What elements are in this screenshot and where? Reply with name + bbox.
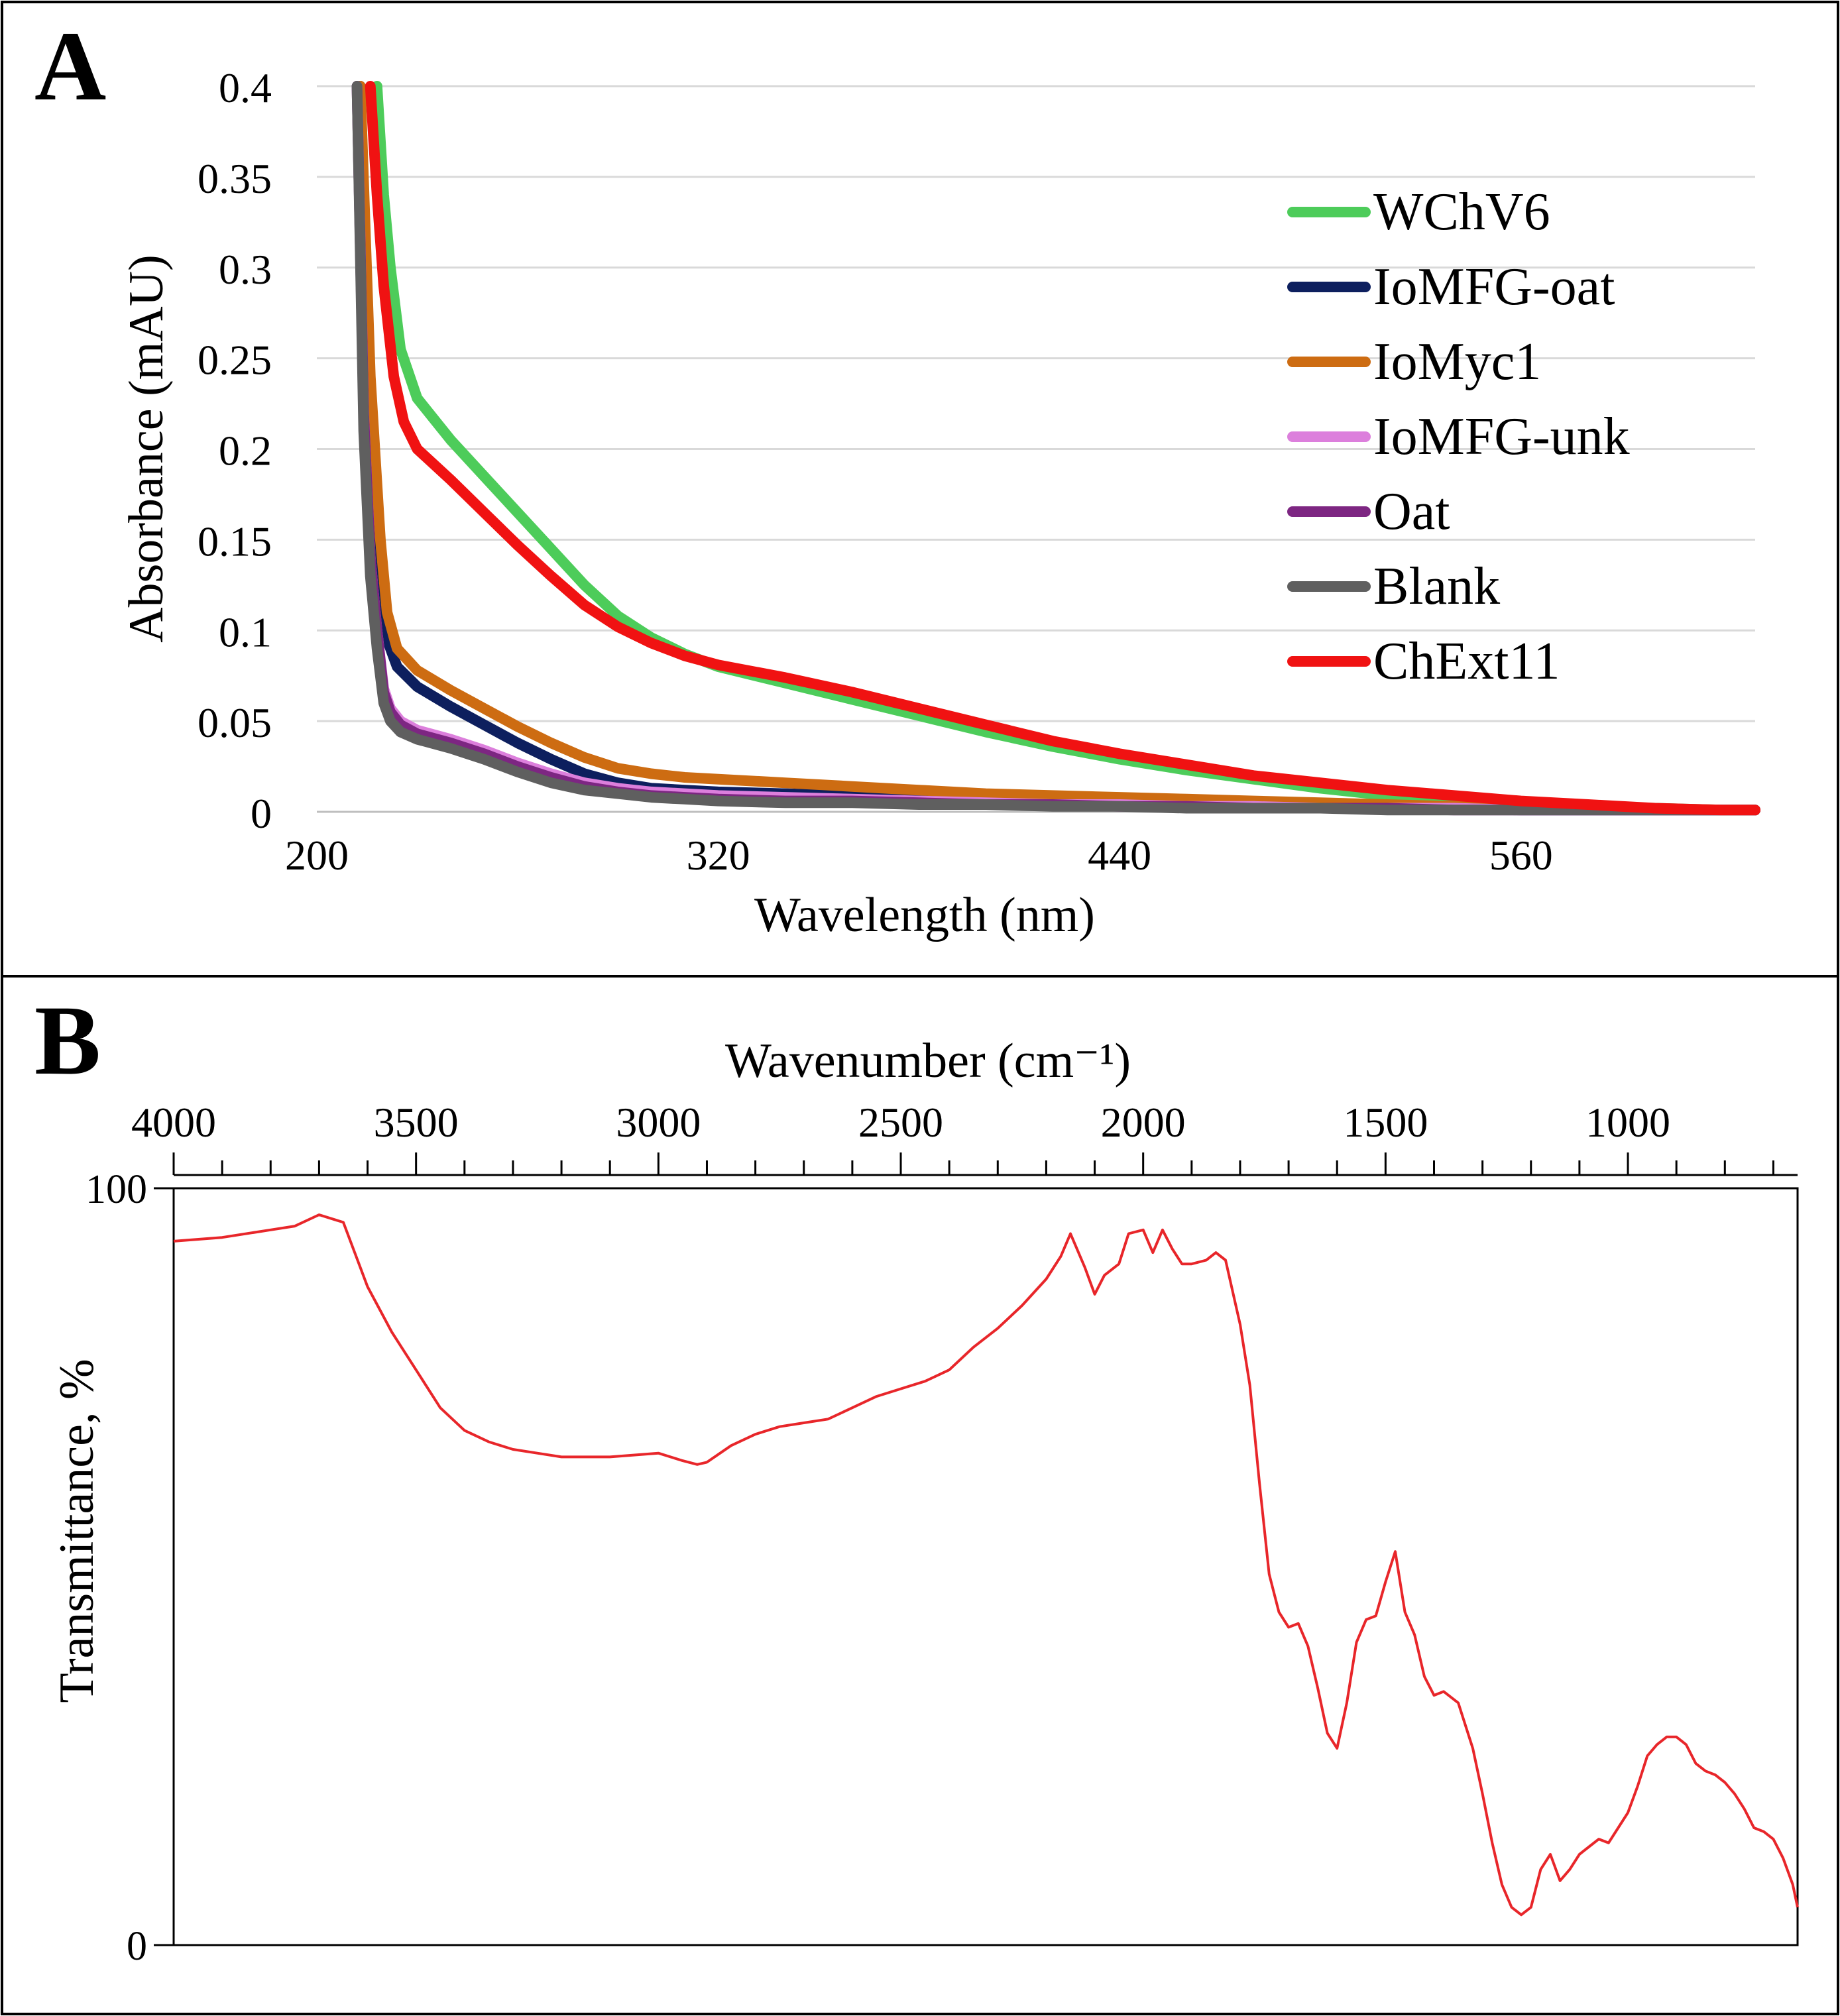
a-series-chext11: [365, 81, 1760, 816]
a-x-tick-label: 560: [1489, 832, 1553, 879]
a-y-tick-label: 0.35: [198, 155, 272, 202]
a-y-tick-label: 0.2: [219, 427, 272, 475]
a-gridlines: [317, 85, 1755, 722]
b-x-axis-label: Wavenumber (cm⁻¹): [725, 1034, 1131, 1088]
a-y-tick-label: 0.4: [219, 64, 272, 111]
a-x-tick-labels: 200 320 440 560: [285, 832, 1553, 879]
b-x-tick-label: 1500: [1343, 1099, 1428, 1146]
b-series-lines: [173, 1213, 1799, 1917]
absorbance-chart: A 0 0.05 0.1 0.15 0.2 0.25 0.3 0.35 0.4 200 320 44…: [34, 11, 1760, 942]
a-series-blank: [351, 81, 1760, 816]
b-x-tick-label: 1000: [1585, 1099, 1670, 1146]
b-x-tick-label: 3500: [374, 1099, 459, 1146]
ftir-chart: B Wavenumber (cm⁻¹) 4000 3500 3000 2500 2000…: [34, 985, 1799, 1969]
b-top-x-axis: 4000 3500 3000 2500 2000 1500 1000: [131, 1099, 1798, 1176]
a-legend-label-iomfg-oat: IoMFG-oat: [1373, 258, 1615, 316]
a-y-tick-label: 0.1: [219, 608, 272, 655]
a-legend: WChV6 IoMFG-oat IoMyc1 IoMFG-unk Oat Blank ChE…: [1287, 183, 1630, 691]
b-x-tick-label: 2000: [1101, 1099, 1186, 1146]
a-legend-label-blank: Blank: [1373, 557, 1500, 616]
a-legend-label-iomyc1: IoMyc1: [1373, 333, 1541, 391]
panel-a-label: A: [34, 11, 106, 121]
panel-a-frame: [1, 1, 1839, 978]
b-x-tick-label: 3000: [616, 1099, 701, 1146]
b-y-axis: 0 100: [86, 1167, 174, 1969]
b-plot-frame: [172, 1187, 1799, 1946]
a-y-axis-label: Absorbance (mAU): [119, 254, 174, 643]
a-legend-label-chext11: ChExt11: [1373, 632, 1560, 691]
a-y-tick-label: 0.3: [219, 246, 272, 293]
a-y-tick-label: 0.25: [198, 337, 272, 384]
a-x-tick-label: 320: [687, 832, 750, 879]
b-x-tick-label: 4000: [131, 1099, 216, 1146]
a-y-tick-labels: 0 0.05 0.1 0.15 0.2 0.25 0.3 0.35 0.4: [198, 64, 272, 837]
panel-b-frame: [1, 975, 1839, 2015]
panel-b-label: B: [34, 985, 101, 1095]
b-x-tick-label: 2500: [858, 1099, 943, 1146]
b-series-ftir-spectrum: [173, 1213, 1799, 1917]
a-series-lines: [351, 81, 1760, 816]
a-y-tick-label: 0.05: [198, 699, 272, 746]
b-y-axis-label: Transmittance, %: [50, 1359, 104, 1703]
a-legend-label-oat: Oat: [1373, 482, 1450, 541]
a-legend-label-iomfg-unk: IoMFG-unk: [1373, 408, 1630, 466]
a-x-tick-label: 440: [1088, 832, 1151, 879]
a-x-axis-label: Wavelength (nm): [754, 888, 1095, 942]
a-y-tick-label: 0: [251, 790, 272, 837]
a-x-tick-label: 200: [285, 832, 349, 879]
a-legend-label-wchv6: WChV6: [1373, 183, 1550, 241]
a-y-tick-label: 0.15: [198, 518, 272, 565]
b-y-tick-label: 100: [86, 1167, 147, 1212]
b-y-tick-label: 0: [127, 1924, 147, 1969]
